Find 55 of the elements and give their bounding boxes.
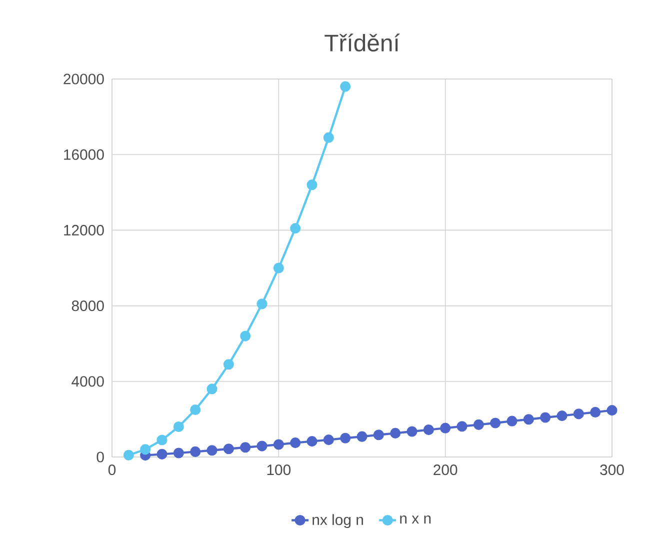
point [140, 444, 151, 455]
y-tick-label: 20000 [64, 74, 104, 84]
legend-label: nx log n [312, 514, 363, 528]
y-tick-label: 12000 [64, 224, 104, 236]
point [173, 421, 184, 432]
y-tick-label: 0 [96, 452, 104, 462]
point [440, 422, 451, 434]
legend-label: n x n [400, 516, 431, 524]
point [323, 132, 334, 143]
point [156, 448, 168, 460]
x-tick-label: 100 [267, 464, 291, 476]
point [373, 430, 384, 440]
y-tick-label: 8000 [72, 300, 104, 312]
y-tick-label: 16000 [64, 149, 104, 160]
point [223, 359, 234, 370]
point [256, 298, 268, 310]
point [123, 450, 134, 460]
point [573, 408, 584, 420]
point [240, 330, 251, 342]
point [356, 431, 368, 442]
y-tick-label: 4000 [72, 376, 104, 387]
x-tick-label: 0 [108, 464, 116, 476]
point [273, 262, 284, 274]
point [323, 434, 334, 446]
point [406, 426, 418, 437]
point [423, 424, 434, 436]
point [206, 384, 218, 394]
point [506, 416, 518, 426]
point [340, 432, 351, 444]
point [456, 421, 468, 432]
point [490, 418, 501, 428]
point [223, 444, 234, 454]
point [556, 410, 568, 422]
point [606, 405, 618, 416]
point [306, 436, 318, 447]
point [540, 412, 551, 423]
point [390, 428, 401, 438]
point [306, 180, 318, 190]
point [523, 414, 534, 425]
point [290, 438, 301, 448]
point [256, 440, 268, 452]
point [340, 81, 351, 92]
point [156, 434, 168, 446]
point [473, 419, 484, 430]
point [290, 223, 301, 234]
chart-title: Třídění [324, 34, 400, 52]
point [273, 439, 284, 450]
point [190, 404, 201, 416]
point [240, 442, 251, 453]
point [173, 448, 184, 458]
point [206, 445, 218, 456]
point [590, 406, 601, 418]
x-tick-label: 200 [434, 464, 458, 476]
point [190, 446, 201, 457]
x-tick-label: 300 [600, 464, 624, 476]
